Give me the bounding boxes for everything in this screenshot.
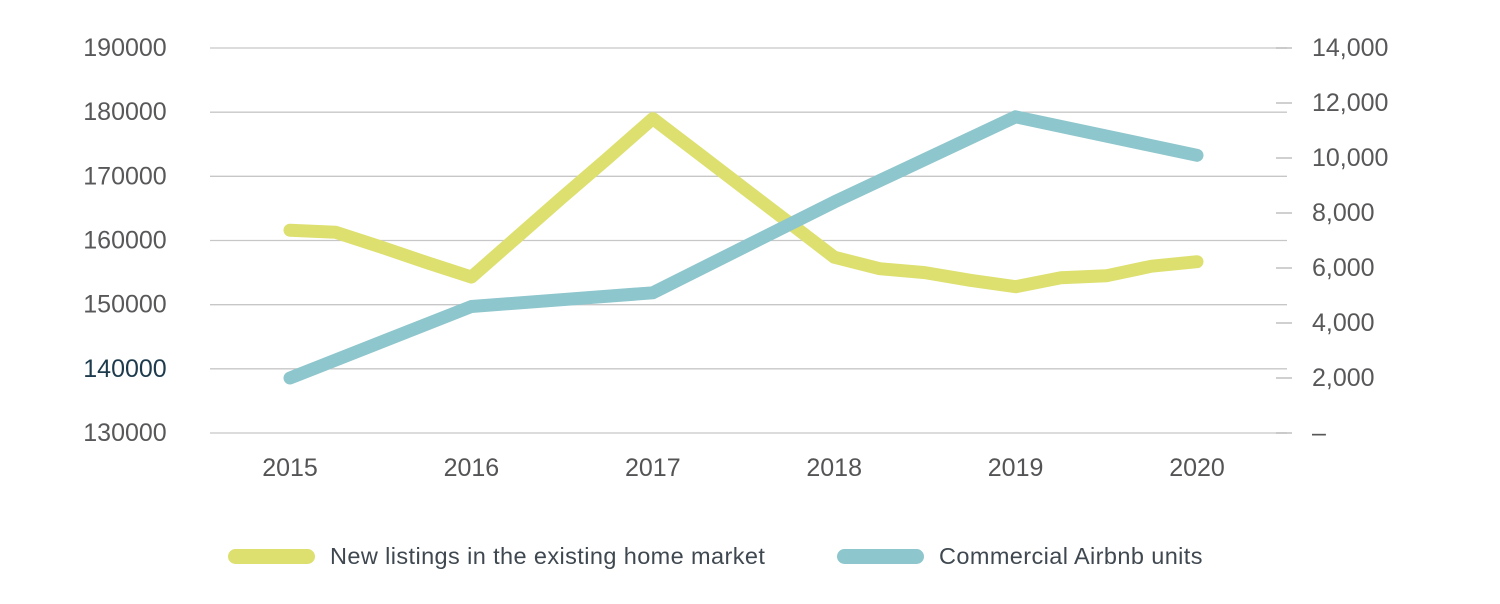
left-axis-tick-label: 140000 xyxy=(83,355,166,383)
left-axis-tick-label: 150000 xyxy=(83,291,166,319)
series-line-commercial-airbnb xyxy=(283,110,1204,385)
right-axis-tick-label: 6,000 xyxy=(1312,254,1375,282)
x-axis-year-label: 2019 xyxy=(988,454,1044,482)
x-axis-year-label: 2017 xyxy=(625,454,681,482)
legend: New listings in the existing home market… xyxy=(0,542,1500,574)
x-axis-year-label: 2018 xyxy=(806,454,862,482)
left-axis-tick-label: 180000 xyxy=(83,98,166,126)
left-axis-tick-label: 170000 xyxy=(83,162,166,190)
legend-swatch-new-listings xyxy=(228,548,315,564)
left-axis-tick-label: 130000 xyxy=(83,419,166,447)
legend-item-commercial-airbnb: Commercial Airbnb units xyxy=(837,542,1203,570)
right-axis-tick-label: 10,000 xyxy=(1312,144,1388,172)
right-axis-tick-label: – xyxy=(1312,419,1326,447)
legend-label-commercial-airbnb: Commercial Airbnb units xyxy=(939,542,1203,569)
legend-label-new-listings: New listings in the existing home market xyxy=(330,542,766,569)
right-axis-tick-label: 14,000 xyxy=(1312,34,1388,62)
x-axis-year-label: 2020 xyxy=(1169,454,1225,482)
right-axis-tick-label: 12,000 xyxy=(1312,89,1388,117)
legend-swatch-commercial-airbnb xyxy=(837,548,924,564)
legend-item-new-listings: New listings in the existing home market xyxy=(228,542,765,570)
series-line-new-listings xyxy=(283,112,1204,294)
right-axis-tick-label: 2,000 xyxy=(1312,364,1375,392)
x-axis-year-label: 2015 xyxy=(262,454,318,482)
right-axis-tick-label: 4,000 xyxy=(1312,309,1375,337)
x-axis-year-label: 2016 xyxy=(444,454,500,482)
left-axis-tick-label: 160000 xyxy=(83,227,166,255)
left-axis-tick-label: 190000 xyxy=(83,34,166,62)
right-axis-tick-label: 8,000 xyxy=(1312,199,1375,227)
